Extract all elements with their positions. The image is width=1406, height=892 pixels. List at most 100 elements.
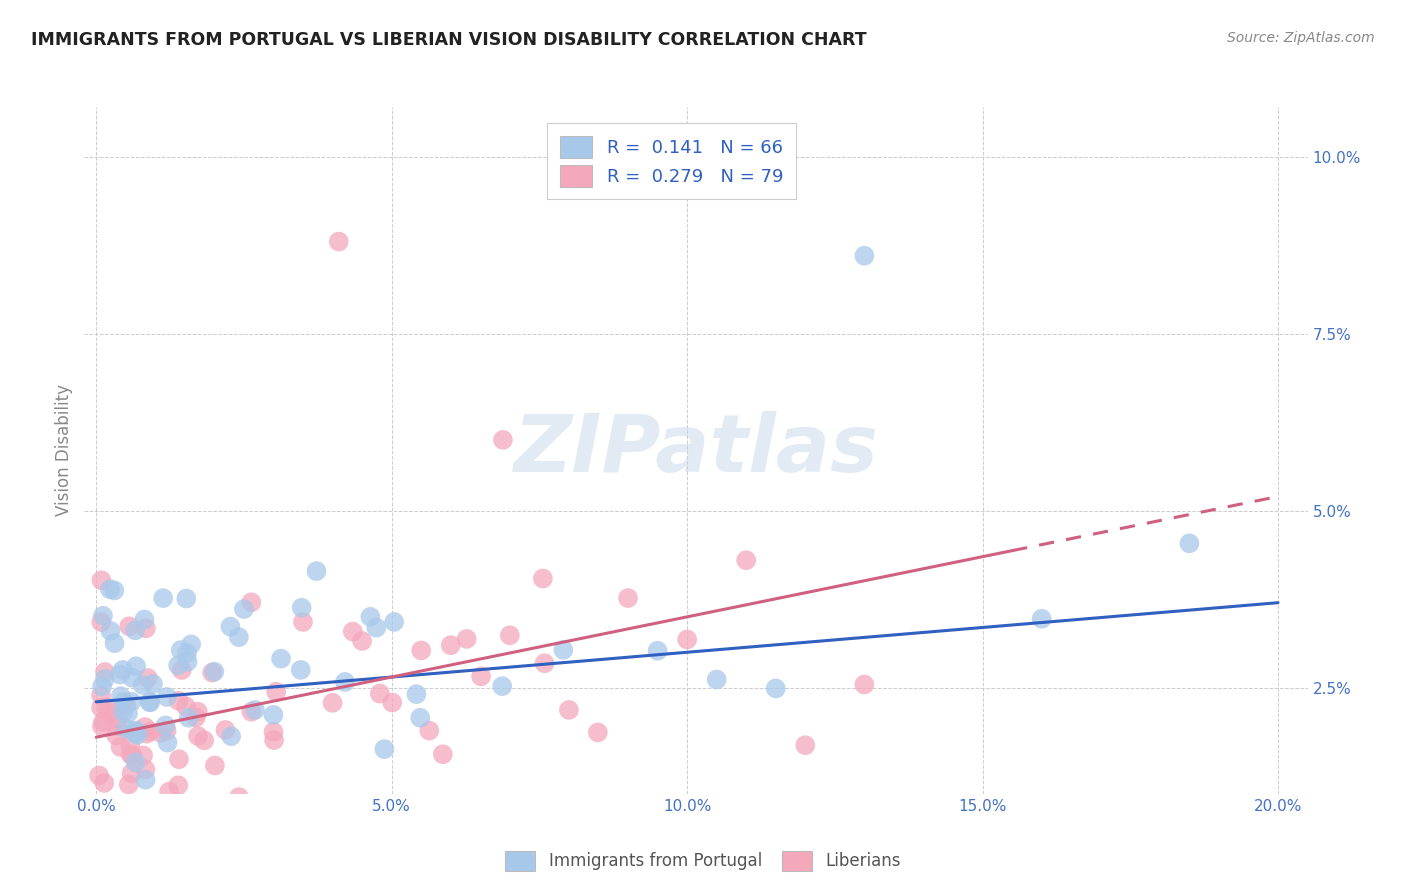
Point <box>177 711 200 725</box>
Point <box>853 677 876 691</box>
Point <box>333 675 356 690</box>
Point <box>373 742 395 756</box>
Point <box>432 747 454 762</box>
Point <box>470 669 492 683</box>
Point <box>366 621 388 635</box>
Y-axis label: Vision Disability: Vision Disability <box>55 384 73 516</box>
Point <box>125 659 148 673</box>
Point <box>105 719 128 733</box>
Point <box>270 651 292 665</box>
Point <box>409 711 432 725</box>
Point <box>264 685 287 699</box>
Point <box>456 632 478 646</box>
Point <box>228 801 250 815</box>
Point <box>122 724 145 739</box>
Point <box>91 714 114 729</box>
Point <box>492 433 515 447</box>
Point <box>170 663 193 677</box>
Point <box>405 687 427 701</box>
Point <box>118 777 141 791</box>
Point <box>240 595 263 609</box>
Point <box>134 763 156 777</box>
Point <box>121 695 143 709</box>
Point <box>794 738 817 752</box>
Point <box>853 249 876 263</box>
Point <box>121 748 143 763</box>
Point <box>228 790 250 805</box>
Point <box>352 634 374 648</box>
Point <box>136 671 159 685</box>
Point <box>111 663 134 677</box>
Point <box>149 801 172 815</box>
Point <box>139 695 162 709</box>
Point <box>647 644 669 658</box>
Point <box>112 695 135 709</box>
Point <box>201 665 224 680</box>
Point <box>155 718 177 732</box>
Point <box>112 705 135 719</box>
Point <box>228 630 250 644</box>
Point <box>156 736 179 750</box>
Point <box>110 689 132 703</box>
Point <box>174 699 197 714</box>
Point <box>135 772 157 787</box>
Point <box>90 615 112 629</box>
Text: Source: ZipAtlas.com: Source: ZipAtlas.com <box>1227 31 1375 45</box>
Point <box>139 695 162 709</box>
Point <box>706 673 728 687</box>
Point <box>240 705 263 719</box>
Point <box>1178 536 1201 550</box>
Point <box>157 784 180 798</box>
Point <box>499 628 522 642</box>
Point <box>219 620 242 634</box>
Point <box>90 700 112 714</box>
Point <box>263 733 285 747</box>
Point <box>135 727 157 741</box>
Point <box>1031 612 1053 626</box>
Point <box>411 643 433 657</box>
Point <box>155 723 177 738</box>
Point <box>328 235 350 249</box>
Point <box>381 696 404 710</box>
Point <box>135 621 157 635</box>
Point <box>103 636 125 650</box>
Point <box>121 671 143 685</box>
Text: IMMIGRANTS FROM PORTUGAL VS LIBERIAN VISION DISABILITY CORRELATION CHART: IMMIGRANTS FROM PORTUGAL VS LIBERIAN VIS… <box>31 31 866 49</box>
Point <box>342 624 364 639</box>
Point <box>167 658 190 673</box>
Point <box>131 678 153 692</box>
Point <box>167 778 190 792</box>
Point <box>176 646 198 660</box>
Point <box>156 690 179 704</box>
Point <box>177 801 200 815</box>
Point <box>124 726 146 740</box>
Point <box>676 632 699 647</box>
Point <box>108 667 131 681</box>
Point <box>167 752 190 766</box>
Point <box>125 723 148 738</box>
Point <box>117 706 139 721</box>
Point <box>121 766 143 780</box>
Point <box>232 602 254 616</box>
Point <box>170 643 193 657</box>
Point <box>219 729 242 743</box>
Point <box>735 553 758 567</box>
Point <box>90 688 112 702</box>
Point <box>262 724 284 739</box>
Point <box>418 723 440 738</box>
Point <box>533 657 555 671</box>
Point <box>765 681 787 696</box>
Point <box>115 722 138 736</box>
Point <box>262 707 284 722</box>
Point <box>214 723 236 737</box>
Text: ZIPatlas: ZIPatlas <box>513 411 879 490</box>
Point <box>359 610 381 624</box>
Point <box>531 572 554 586</box>
Point <box>553 643 575 657</box>
Point <box>491 679 513 693</box>
Point <box>617 591 640 605</box>
Point <box>124 624 146 638</box>
Point <box>93 776 115 790</box>
Point <box>94 672 117 686</box>
Point <box>202 665 225 679</box>
